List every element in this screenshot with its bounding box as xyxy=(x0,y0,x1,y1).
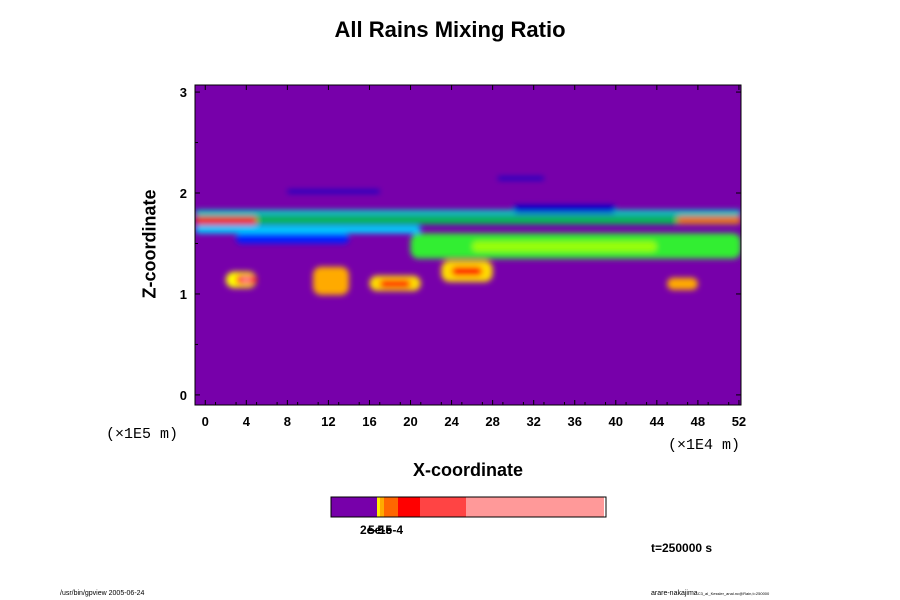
x-axis-unit: (×1E4 m) xyxy=(668,437,741,454)
colorbar-segment xyxy=(380,497,384,517)
field-region-19 xyxy=(497,176,544,180)
footer-right: arare-nakajimaC3_aI_Kessler_anal.nc@Rain… xyxy=(651,590,769,597)
field-region-1 xyxy=(195,217,257,225)
y-tick-label: 0 xyxy=(180,388,187,403)
colorbar-segment xyxy=(420,497,466,517)
x-tick-label: 8 xyxy=(284,414,291,429)
colorbar-tick-label: 1e-4 xyxy=(379,523,403,537)
y-tick-label: 3 xyxy=(180,85,187,100)
x-axis-label: X-coordinate xyxy=(412,460,523,480)
field-region-18 xyxy=(667,277,698,290)
y-axis-label: Z-coordinate xyxy=(139,189,160,299)
x-tick-label: 32 xyxy=(526,414,540,429)
x-tick-label: 36 xyxy=(568,414,582,429)
x-tick-label: 4 xyxy=(243,414,251,429)
field-region-13 xyxy=(313,266,349,295)
field-region-7 xyxy=(472,241,657,252)
x-tick-label: 44 xyxy=(650,414,665,429)
field-region-17 xyxy=(451,266,483,276)
colorbar-frame xyxy=(330,496,607,518)
x-tick-label: 40 xyxy=(609,414,623,429)
y-tick-label: 1 xyxy=(180,287,187,302)
x-tick-label: 28 xyxy=(485,414,499,429)
colorbar-segment xyxy=(384,497,398,517)
footer-right-author: arare-nakajima xyxy=(651,590,698,597)
field-region-5 xyxy=(236,233,349,244)
plot-frame xyxy=(194,84,742,406)
colorbar: 2e-55e-51e-4 xyxy=(330,496,607,537)
field-region-0 xyxy=(195,216,741,225)
colorbar-segment xyxy=(331,497,377,517)
y-axis-unit: (×1E5 m) xyxy=(106,426,179,443)
chart-title: All Rains Mixing Ratio xyxy=(334,17,566,42)
colorbar-tick-label: 5e-5 xyxy=(368,523,392,537)
colorbar-segment xyxy=(377,497,380,517)
footer-right-source: C3_aI_Kessler_anal.nc@Rain,t=250000 xyxy=(697,591,770,596)
x-tick-label: 20 xyxy=(403,414,417,429)
heatmap-field xyxy=(195,176,741,295)
field-region-12 xyxy=(241,277,252,282)
x-tick-label: 12 xyxy=(321,414,335,429)
field-region-9 xyxy=(287,189,380,194)
x-tick-label: 0 xyxy=(202,414,209,429)
field-region-3 xyxy=(195,210,741,216)
colorbar-segment xyxy=(398,497,420,517)
x-tick-label: 16 xyxy=(362,414,376,429)
colorbar-segment xyxy=(466,497,604,517)
footer-left: /usr/bin/gpview 2005-06-24 xyxy=(60,590,145,597)
x-tick-label: 52 xyxy=(732,414,746,429)
x-axis: 0 4 8 12 16 20 24 28 32 36 40 44 48 52 xyxy=(202,85,746,429)
time-stamp: t=250000 s xyxy=(651,541,713,555)
colorbar-tick-label: 2e-5 xyxy=(360,523,384,537)
field-region-8 xyxy=(513,205,616,214)
y-axis: 0 1 2 3 xyxy=(180,85,741,403)
x-tick-label: 48 xyxy=(691,414,705,429)
y-tick-label: 2 xyxy=(180,186,187,201)
field-region-4 xyxy=(195,225,421,234)
x-tick-label: 24 xyxy=(444,414,459,429)
field-region-2 xyxy=(677,217,741,224)
field-region-15 xyxy=(379,279,411,288)
